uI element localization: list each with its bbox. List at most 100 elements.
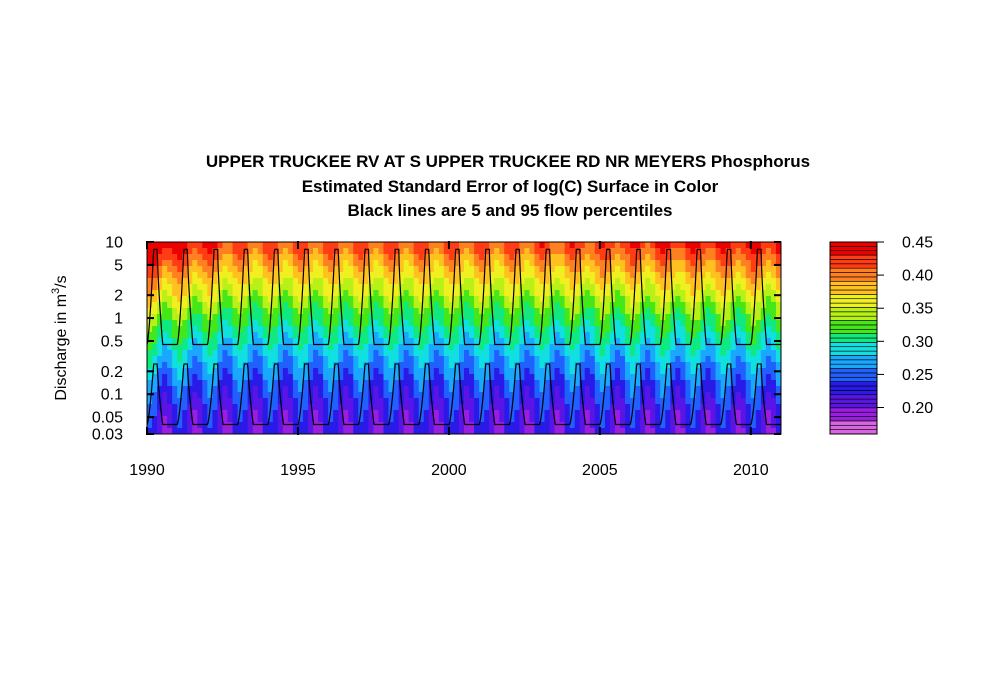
heat-cell <box>162 320 168 327</box>
colorbar-band <box>829 368 878 374</box>
heat-cell <box>292 362 299 369</box>
heat-cell <box>604 242 611 249</box>
heat-cell <box>589 416 596 423</box>
heat-cell <box>604 386 611 393</box>
heat-cell <box>398 254 405 261</box>
heat-cell <box>554 272 561 279</box>
heat-cell <box>700 428 707 434</box>
heat-cell <box>494 332 500 339</box>
heat-cell <box>282 314 289 321</box>
heat-cell <box>172 344 178 351</box>
heat-cell <box>594 398 601 405</box>
heat-cell <box>403 416 410 423</box>
heat-cell <box>172 410 178 417</box>
heat-cell <box>670 410 676 417</box>
heat-cell <box>252 362 259 369</box>
heat-cell <box>574 242 581 249</box>
heat-cell <box>730 350 737 357</box>
heat-cell <box>469 344 475 351</box>
heat-cell <box>313 350 319 357</box>
heat-cell <box>418 356 425 363</box>
heat-cell <box>197 242 203 249</box>
heat-cell <box>403 254 410 261</box>
heat-cell <box>207 260 214 267</box>
heat-cell <box>438 350 445 357</box>
heat-cell <box>237 410 244 417</box>
heat-cell <box>348 314 354 321</box>
heat-cell <box>448 362 455 369</box>
heat-cell <box>725 422 732 429</box>
heat-cell <box>700 416 707 423</box>
heat-cell <box>524 308 531 315</box>
heat-cell <box>479 362 485 369</box>
heat-cell <box>609 344 616 351</box>
heat-cell <box>685 380 692 387</box>
heat-cell <box>469 278 475 285</box>
heat-cell <box>292 344 299 351</box>
heat-cell <box>242 308 249 315</box>
heat-cell <box>287 278 294 285</box>
heat-cell <box>453 302 460 309</box>
heat-cell <box>695 272 702 279</box>
heat-cell <box>740 338 747 345</box>
heat-cell <box>458 260 465 267</box>
heat-cell <box>177 416 183 423</box>
heat-cell <box>680 254 686 261</box>
heat-cell <box>247 344 254 351</box>
heat-cell <box>569 284 576 291</box>
heat-cell <box>247 290 254 297</box>
heat-cell <box>660 260 666 267</box>
heat-cell <box>609 248 616 255</box>
heat-cell <box>564 380 571 387</box>
heat-cell <box>152 404 158 411</box>
heat-cell <box>418 392 425 399</box>
heat-cell <box>217 266 224 273</box>
heat-cell <box>589 380 596 387</box>
colorbar-band <box>829 407 878 413</box>
heat-cell <box>177 380 183 387</box>
heat-cell <box>277 248 284 255</box>
heat-cell <box>665 308 671 315</box>
heat-cell <box>323 422 329 429</box>
heat-cell <box>554 308 561 315</box>
heat-cell <box>584 302 591 309</box>
y-tick-label: 0.05 <box>92 410 123 427</box>
heat-cell <box>313 296 319 303</box>
heat-cell <box>398 338 405 345</box>
heat-cell <box>272 242 279 249</box>
heat-cell <box>695 290 702 297</box>
heat-cell <box>383 308 390 315</box>
heat-cell <box>554 404 561 411</box>
heat-cell <box>635 404 641 411</box>
heat-cell <box>484 290 490 297</box>
heat-cell <box>735 374 742 381</box>
heat-cell <box>237 242 244 249</box>
heat-cell <box>770 308 777 315</box>
heat-cell <box>619 284 626 291</box>
heat-cell <box>403 362 410 369</box>
heat-cell <box>277 374 284 381</box>
heat-cell <box>333 344 339 351</box>
heat-cell <box>413 380 420 387</box>
heat-cell <box>700 290 707 297</box>
heat-cell <box>182 344 188 351</box>
heat-cell <box>645 284 651 291</box>
heat-cell <box>212 368 219 375</box>
colorbar-band <box>829 289 878 295</box>
heat-cell <box>725 266 732 273</box>
heat-cell <box>353 362 359 369</box>
heat-cell <box>162 368 168 375</box>
heat-cell <box>504 428 510 434</box>
heat-cell <box>609 350 616 357</box>
heat-cell <box>197 332 203 339</box>
heat-cell <box>720 416 727 423</box>
heat-cell <box>504 344 510 351</box>
heat-cell <box>735 254 742 261</box>
heat-cell <box>433 326 440 333</box>
heat-cell <box>207 422 214 429</box>
heat-cell <box>640 314 646 321</box>
heat-cell <box>247 386 254 393</box>
heat-cell <box>705 386 712 393</box>
heat-cell <box>599 254 606 261</box>
heat-cell <box>272 278 279 285</box>
